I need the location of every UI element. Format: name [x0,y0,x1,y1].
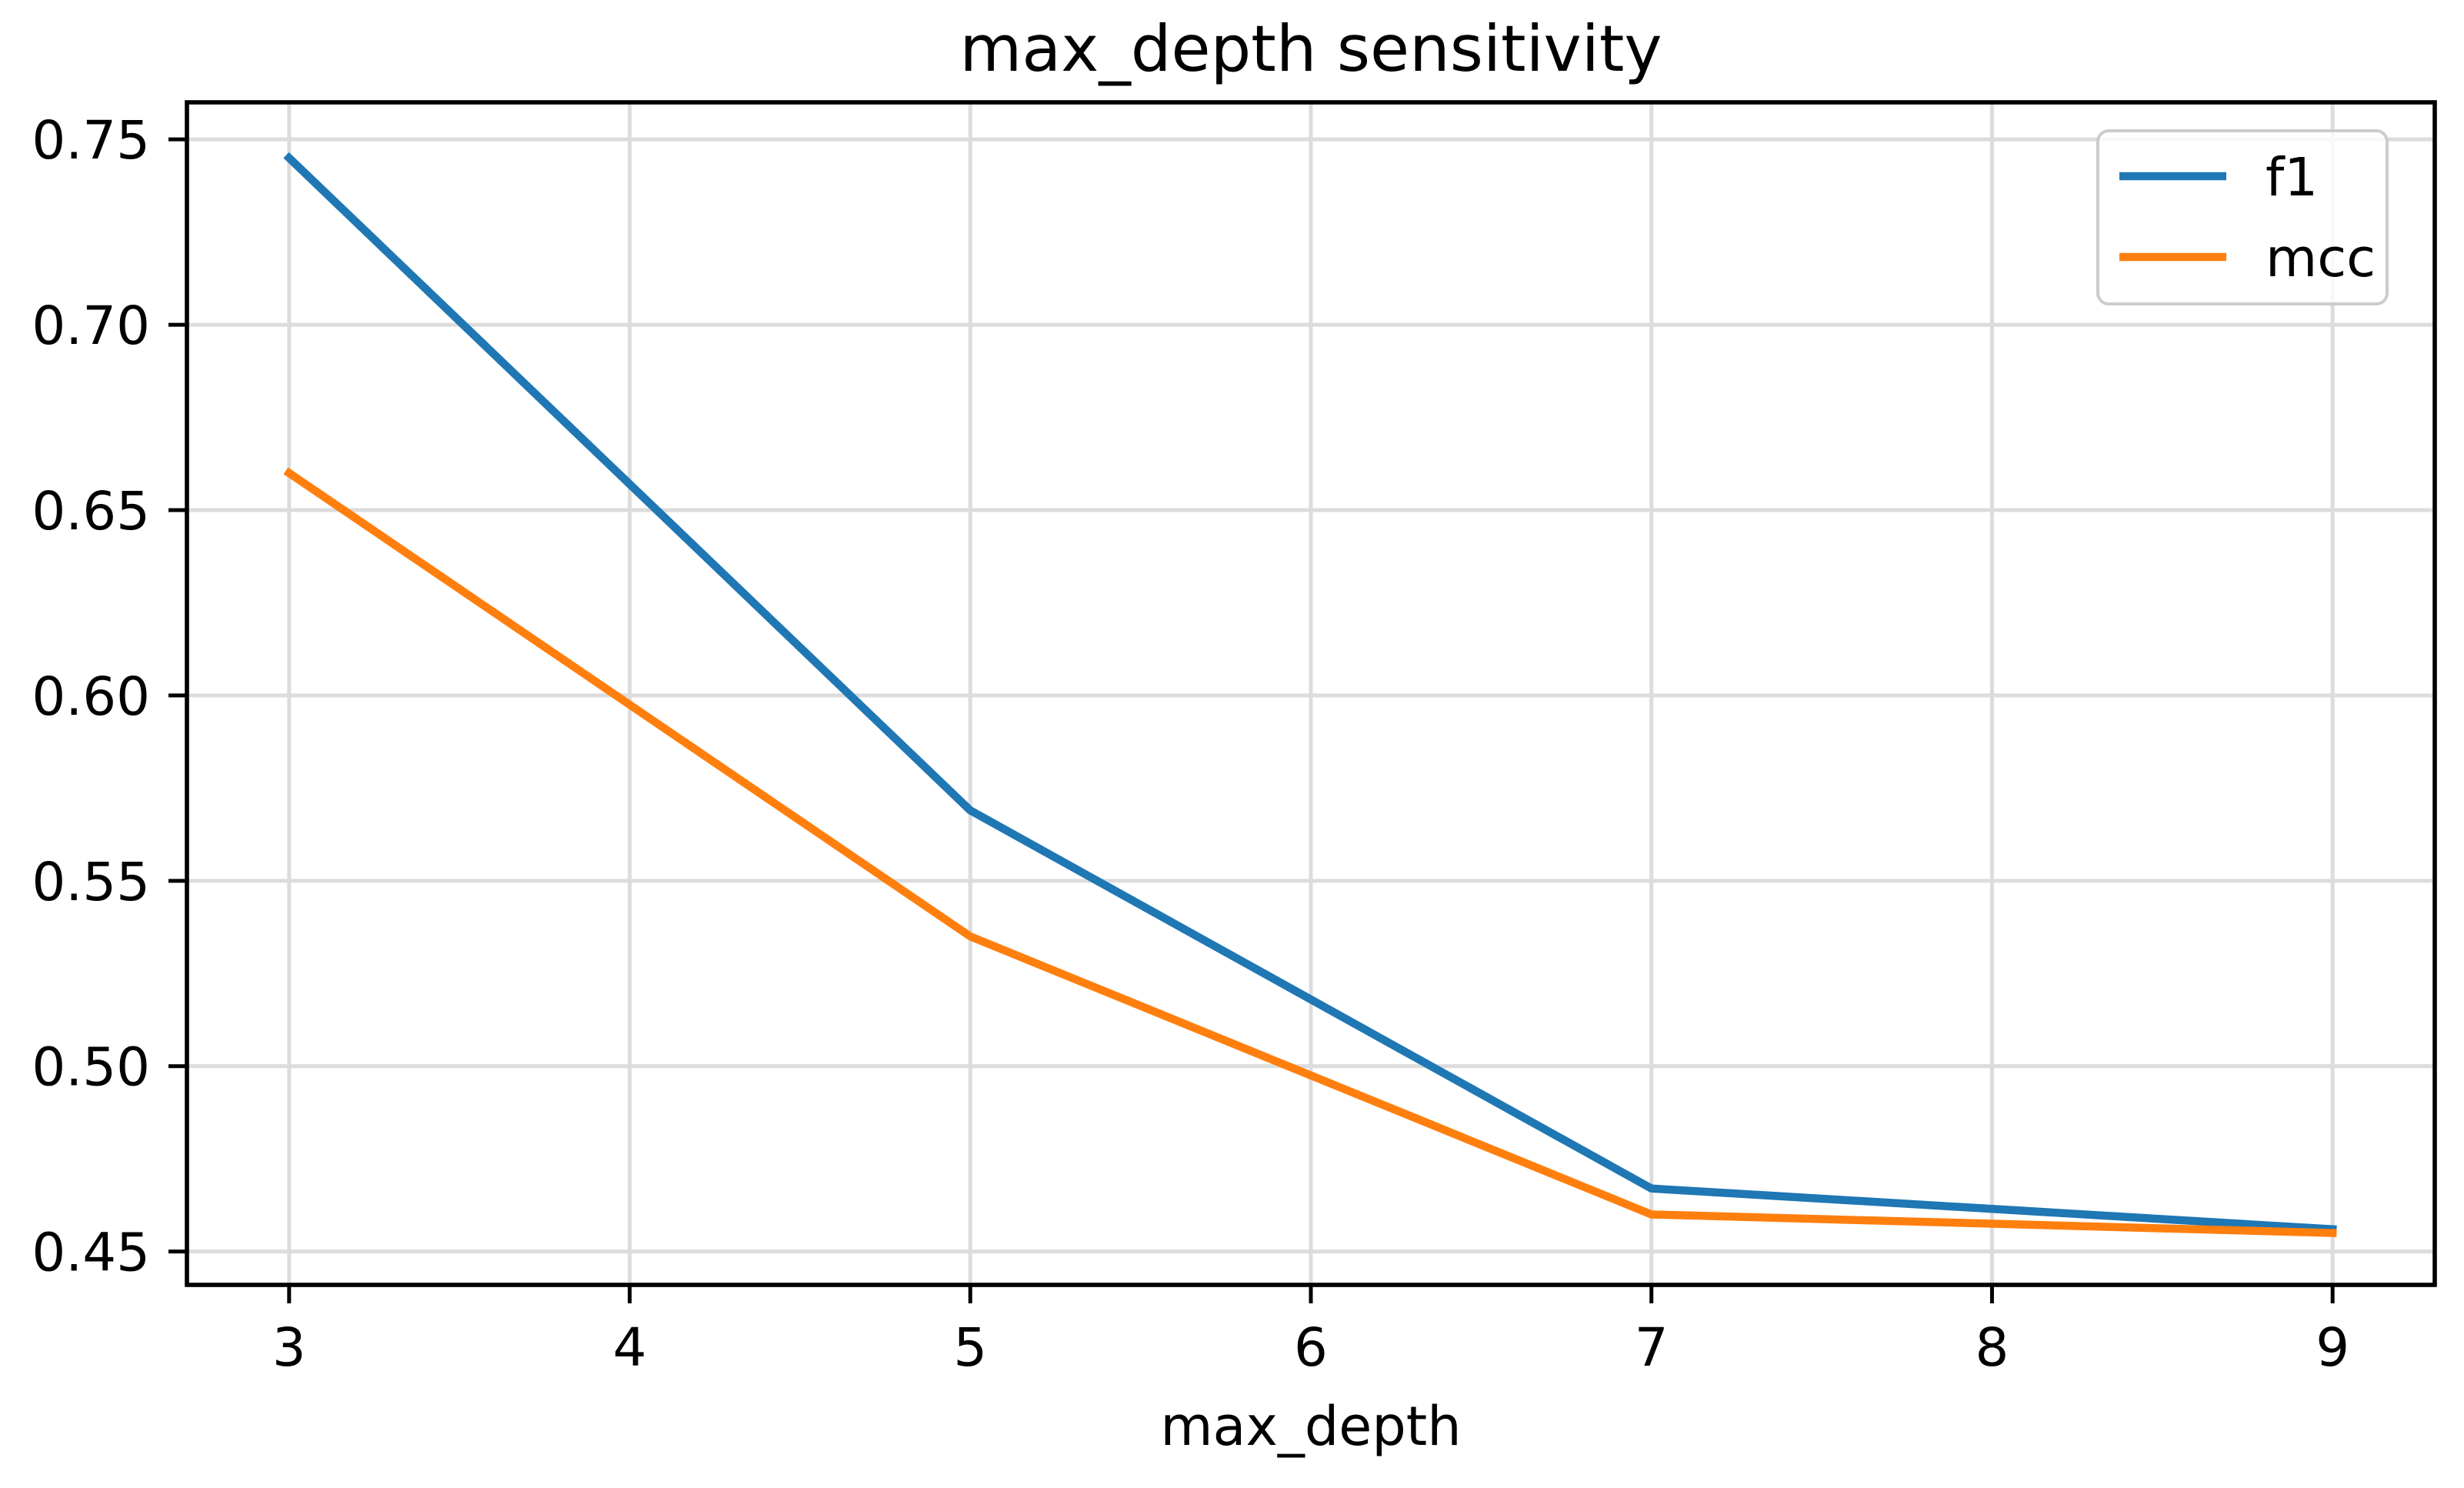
series-line-f1 [283,152,2337,1234]
x-tick-label-7: 7 [1635,1317,1669,1379]
y-tick-label-0.70: 0.70 [32,295,150,357]
x-tick-label-3: 3 [272,1317,306,1379]
legend-label-f1: f1 [2266,147,2318,209]
y-tick-label-0.50: 0.50 [32,1037,150,1099]
plot-area: 3 4 5 6 7 8 9 0.45 0.50 0.55 0.60 0.65 0.70 0.75 f1 mcc [32,100,2437,1379]
y-tick-label-0.65: 0.65 [32,481,150,542]
y-tick-label-0.75: 0.75 [32,110,150,172]
series-line-mcc [283,467,2337,1237]
chart-title: max_depth sensitivity [960,12,1662,86]
x-tick-label-9: 9 [2316,1317,2349,1379]
x-tick-label-4: 4 [613,1317,647,1379]
x-tick-label-5: 5 [953,1317,987,1379]
x-tick-label-8: 8 [1976,1317,2009,1379]
y-tick-label-0.60: 0.60 [32,666,150,728]
y-tick-label-0.45: 0.45 [32,1223,150,1284]
y-tick-label-0.55: 0.55 [32,852,150,913]
x-tick-label-6: 6 [1294,1317,1328,1379]
legend: f1 mcc [2096,129,2389,305]
legend-label-mcc: mcc [2266,228,2376,289]
x-axis-label: max_depth [1160,1395,1461,1458]
